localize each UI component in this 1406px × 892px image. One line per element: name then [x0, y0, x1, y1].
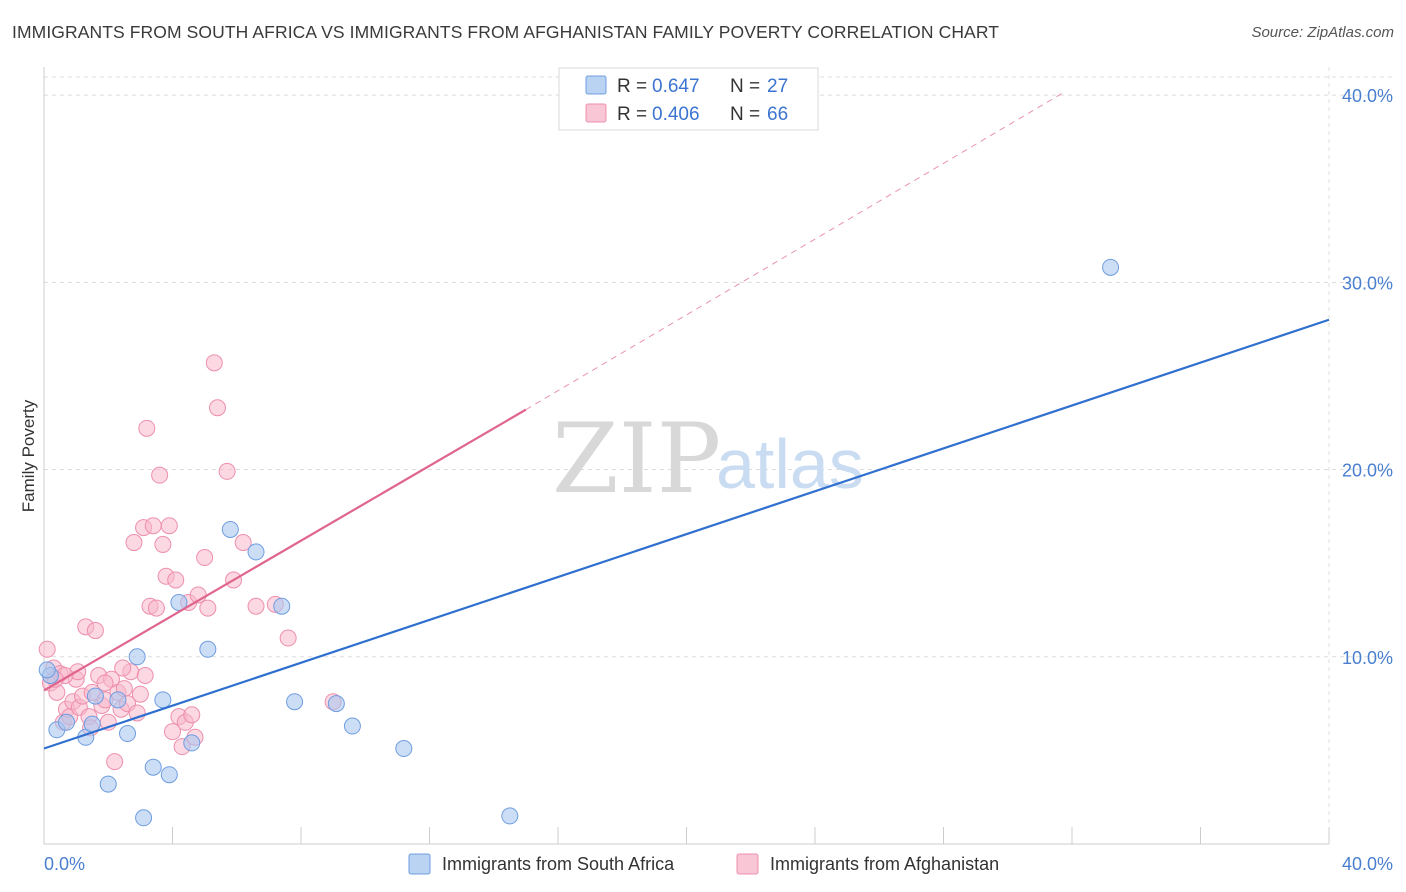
trend-lines: [43, 90, 1330, 750]
watermark: ZIP atlas: [552, 403, 864, 515]
south-africa-point: [128, 648, 146, 666]
south-africa-point: [327, 695, 345, 713]
x-tick-label: 40.0%: [1342, 854, 1393, 874]
afghanistan-point: [183, 706, 201, 724]
south-africa-point: [343, 717, 361, 735]
afghanistan-point: [199, 599, 217, 617]
south-africa-point: [501, 807, 519, 825]
afghanistan-point: [151, 466, 169, 484]
south-africa-point: [154, 691, 172, 709]
y-tick-label: 40.0%: [1342, 86, 1393, 106]
afghanistan-point: [164, 723, 181, 741]
south-africa-point: [135, 809, 153, 827]
chart-title: IMMIGRANTS FROM SOUTH AFRICA VS IMMIGRAN…: [12, 22, 1000, 42]
legend-r-value: 0.647: [652, 76, 700, 97]
south-africa-point: [199, 640, 217, 658]
x-tick-label: 0.0%: [44, 854, 85, 874]
afghanistan-point: [114, 659, 132, 677]
afghanistan-point: [138, 419, 156, 437]
legend-swatch-afghanistan: [736, 853, 759, 875]
south-africa-trend-line: [43, 318, 1330, 750]
legend-r-label: R =: [617, 104, 647, 125]
legend-n-value: 66: [767, 104, 788, 125]
south-africa-point: [86, 687, 104, 705]
south-africa-point: [160, 766, 178, 784]
afghanistan-point: [234, 534, 252, 552]
legend-swatch-afghanistan: [585, 103, 607, 123]
afghanistan-point: [154, 535, 172, 553]
afghanistan-point: [136, 666, 154, 684]
afghanistan-point: [38, 640, 56, 658]
south-africa-point: [286, 693, 304, 711]
afghanistan-point: [131, 685, 149, 703]
south-africa-point: [144, 758, 162, 776]
south-africa-point: [38, 661, 56, 679]
afghanistan-point: [144, 517, 162, 535]
south-africa-point: [109, 691, 127, 709]
south-africa-point: [99, 775, 117, 793]
south-africa-point: [183, 734, 201, 752]
y-axis-label: Family Poverty: [19, 399, 38, 512]
legend-r-value: 0.406: [652, 104, 700, 125]
axes: [43, 67, 1330, 845]
y-tick-label: 20.0%: [1342, 461, 1393, 481]
afghanistan-point: [279, 629, 297, 647]
south-africa-point: [119, 725, 137, 743]
afghanistan-point: [96, 674, 114, 692]
afghanistan-point: [247, 597, 265, 615]
south-africa-point: [273, 597, 291, 615]
legend-n-label: N =: [730, 104, 760, 125]
south-africa-point: [170, 593, 188, 611]
afghanistan-point: [86, 622, 104, 640]
watermark-atlas: atlas: [716, 425, 864, 503]
afghanistan-point: [208, 399, 226, 417]
south-africa-point: [221, 520, 239, 538]
y-tick-label: 30.0%: [1342, 273, 1393, 293]
afghanistan-point: [196, 549, 214, 567]
legend-swatch-south-africa: [408, 853, 431, 875]
afghanistan-point: [147, 599, 165, 617]
afghanistan-trend-line: [43, 408, 527, 692]
south-africa-points: [38, 258, 1120, 827]
afghanistan-point: [167, 571, 185, 589]
south-africa-point: [57, 713, 75, 731]
south-africa-point: [395, 740, 413, 758]
legend-label-afghanistan: Immigrants from Afghanistan: [770, 854, 999, 874]
legend-swatch-south-africa: [585, 75, 607, 95]
legend-label-south-africa: Immigrants from South Africa: [442, 854, 675, 874]
x-tick-labels: 0.0% 40.0%: [44, 854, 1393, 874]
source-label: Source: ZipAtlas.com: [1251, 24, 1394, 41]
south-africa-point: [247, 543, 265, 561]
afghanistan-point: [205, 354, 223, 372]
afghanistan-point: [160, 517, 178, 535]
correlation-legend: R = 0.647 N = 27 R = 0.406 N = 66: [558, 67, 819, 131]
afghanistan-point: [125, 534, 143, 552]
south-africa-point: [1102, 258, 1120, 276]
afghanistan-point: [106, 753, 124, 771]
legend-n-label: N =: [730, 76, 760, 97]
legend-n-value: 27: [767, 76, 788, 97]
y-tick-labels: 10.0% 20.0% 30.0% 40.0%: [1342, 86, 1393, 668]
y-tick-label: 10.0%: [1342, 648, 1393, 668]
series-legend: Immigrants from South Africa Immigrants …: [408, 853, 999, 875]
afghanistan-trend-extension: [525, 90, 1066, 411]
afghanistan-point: [218, 462, 236, 480]
watermark-zip: ZIP: [552, 403, 721, 515]
legend-r-label: R =: [617, 76, 647, 97]
